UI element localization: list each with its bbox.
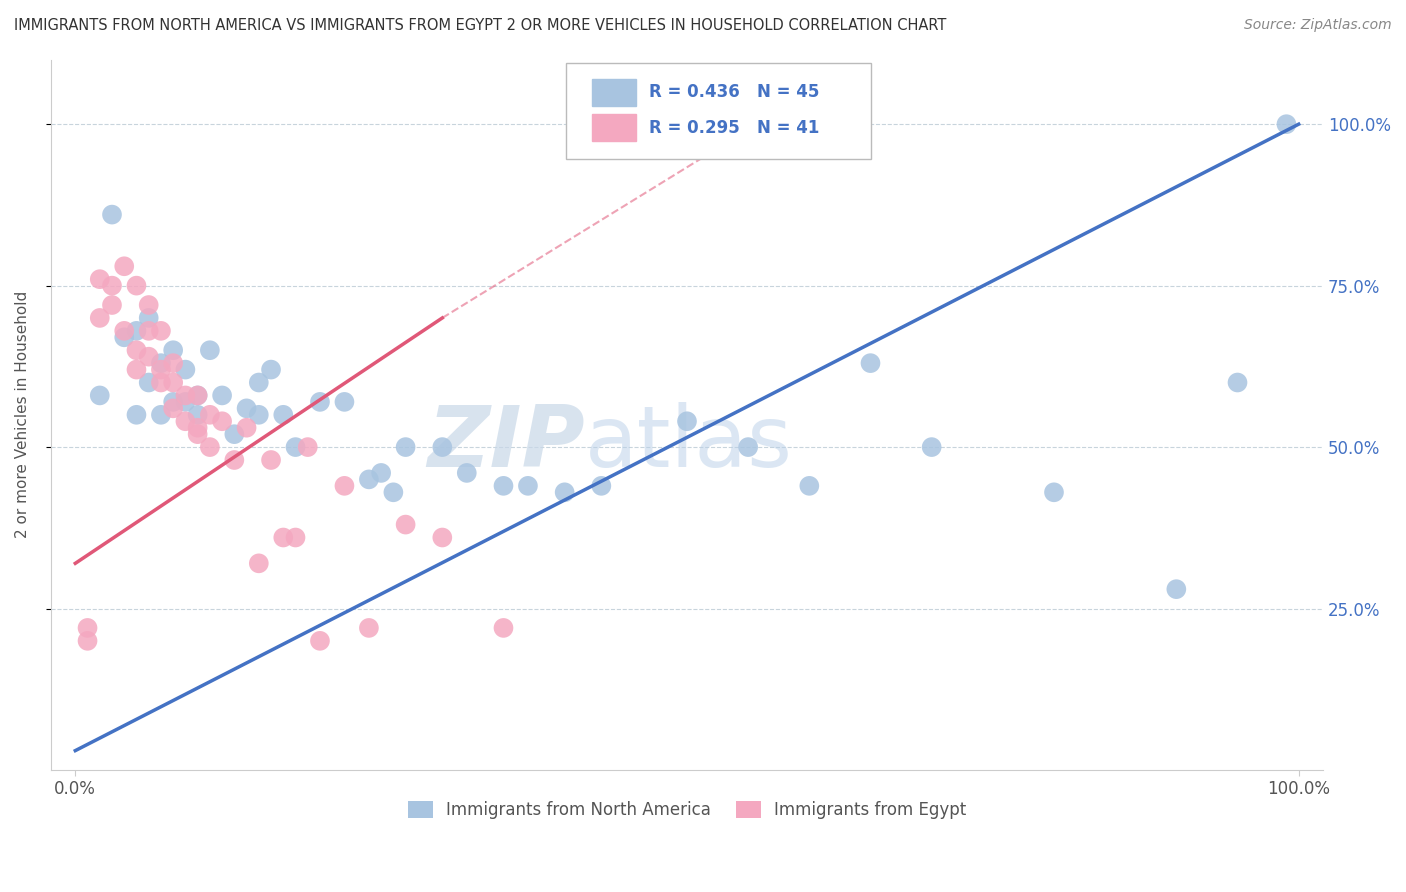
Point [138,298,160,312]
Point [247,408,270,422]
Point [101,298,124,312]
Point [235,421,257,435]
Point [333,479,356,493]
Point [187,408,209,422]
Point [198,440,221,454]
Point [799,479,821,493]
Point [174,414,197,428]
Text: IMMIGRANTS FROM NORTH AMERICA VS IMMIGRANTS FROM EGYPT 2 OR MORE VEHICLES IN HOU: IMMIGRANTS FROM NORTH AMERICA VS IMMIGRA… [14,18,946,33]
Point [235,401,257,416]
Point [382,485,405,500]
Point [309,633,332,648]
Point [89,310,111,325]
Point [138,324,160,338]
Point [676,414,699,428]
Text: ZIP: ZIP [427,401,585,484]
Point [149,376,172,390]
Point [554,485,576,500]
Point [125,343,148,358]
Point [432,440,454,454]
Point [125,278,148,293]
Point [162,401,184,416]
Point [394,517,416,532]
Point [211,388,233,402]
Point [260,453,283,467]
Point [492,479,515,493]
Point [859,356,882,370]
Point [101,278,124,293]
Point [89,388,111,402]
Point [247,376,270,390]
Point [162,343,184,358]
Point [76,621,98,635]
Point [174,395,197,409]
Point [224,427,246,442]
Point [101,208,124,222]
Point [432,531,454,545]
Point [492,621,515,635]
Point [187,421,209,435]
Point [284,440,307,454]
Point [187,388,209,402]
FancyBboxPatch shape [567,63,872,159]
Point [357,472,380,486]
Point [247,557,270,571]
Point [138,376,160,390]
Point [1043,485,1066,500]
Point [198,408,221,422]
Point [149,324,172,338]
Point [162,376,184,390]
Text: atlas: atlas [585,401,793,484]
Point [456,466,478,480]
Text: R = 0.295   N = 41: R = 0.295 N = 41 [648,119,820,136]
Point [149,408,172,422]
Point [125,408,148,422]
Point [138,310,160,325]
Point [112,330,135,344]
Point [271,408,294,422]
Point [198,343,221,358]
Y-axis label: 2 or more Vehicles in Household: 2 or more Vehicles in Household [15,291,30,539]
Point [370,466,392,480]
Point [1226,376,1249,390]
Point [112,324,135,338]
Point [174,362,197,376]
Point [138,350,160,364]
Point [271,531,294,545]
Point [162,356,184,370]
Point [309,395,332,409]
Point [211,414,233,428]
Point [149,356,172,370]
Point [1166,582,1188,597]
Point [357,621,380,635]
Bar [592,114,636,141]
Point [76,633,98,648]
Point [187,427,209,442]
Point [1275,117,1298,131]
Point [260,362,283,376]
Text: Source: ZipAtlas.com: Source: ZipAtlas.com [1244,18,1392,32]
Legend: Immigrants from North America, Immigrants from Egypt: Immigrants from North America, Immigrant… [401,794,973,826]
Point [149,362,172,376]
Point [737,440,759,454]
Point [162,395,184,409]
Point [224,453,246,467]
Text: R = 0.436   N = 45: R = 0.436 N = 45 [648,83,820,102]
Point [921,440,943,454]
Point [333,395,356,409]
Point [125,324,148,338]
Point [284,531,307,545]
Point [394,440,416,454]
Point [516,479,538,493]
Point [89,272,111,286]
Point [187,388,209,402]
Point [174,388,197,402]
Point [297,440,319,454]
Point [591,479,613,493]
Point [125,362,148,376]
Point [112,259,135,273]
Bar [592,78,636,106]
